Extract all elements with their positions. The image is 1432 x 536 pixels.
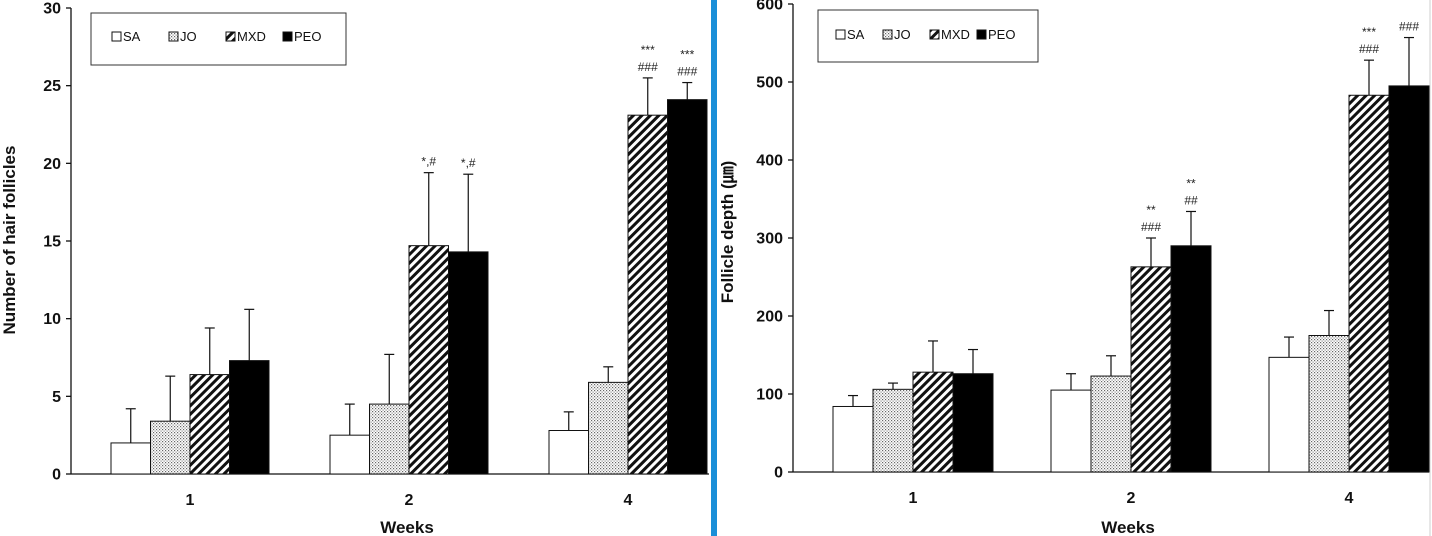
significance-label: *,# [421,155,436,169]
bar-jo [1308,335,1350,473]
legend-swatch-peo [976,29,987,40]
bar-jo [588,381,629,475]
y-tick-label: 20 [43,156,61,173]
legend-label: MXD [237,29,266,44]
chart-hair-follicle-count: Number of hair follicles Weeks SA JO MXD PE… [0,1,709,536]
significance-label: *** [680,48,694,62]
chart-follicle-depth: Follicle depth (㎛) Weeks SA JO MXD PEO 0 100… [718,0,1430,536]
significance-label: ### [677,65,697,79]
y-tick-label: 10 [43,311,61,328]
significance-label: *** [641,43,655,57]
bar-peo [1388,85,1430,473]
bar-sa [548,430,589,475]
y-tick-label: 0 [52,467,61,484]
legend-label: JO [180,29,197,44]
y-tick-label: 5 [52,389,61,406]
legend-swatch-peo [282,31,293,42]
bar-jo [1090,375,1132,473]
bar-sa [1268,356,1310,473]
bar-jo [369,403,410,475]
bar-sa [1050,389,1092,473]
y-tick-label: 300 [756,231,783,248]
x-tick-label: 4 [624,492,633,509]
bar-mxd [1348,94,1390,473]
legend-label: PEO [988,27,1015,42]
legend-label: MXD [941,27,970,42]
y-tick-label: 15 [43,234,61,251]
bar-mxd [912,371,954,473]
x-axis-label: Weeks [1101,518,1155,536]
x-tick-label: 2 [1127,490,1136,507]
bar-sa [110,442,151,475]
significance-label: ### [638,60,658,74]
significance-label: ** [1186,176,1196,190]
y-axis-label: Follicle depth (㎛) [718,161,738,304]
x-axis-label: Weeks [380,518,434,536]
legend-box [90,12,347,66]
legend-label: SA [123,29,141,44]
x-tick-label: 1 [186,492,195,509]
legend-swatch-mxd [929,29,940,40]
bar-mxd [627,114,668,475]
legend-swatch-jo [882,29,893,40]
significance-label: *** [1362,25,1376,39]
y-axis-label: Number of hair follicles [0,146,19,335]
significance-label: ### [1141,220,1161,234]
x-tick-label: 1 [909,490,918,507]
legend-swatch-sa [835,29,846,40]
panel-divider [711,0,717,536]
legend: SA JO MXD PEO [817,9,1039,63]
legend-swatch-sa [111,31,122,42]
y-tick-label: 600 [756,0,783,14]
legend-label: SA [847,27,865,42]
bar-jo [872,388,914,473]
bar-peo [448,251,489,475]
y-tick-label: 400 [756,153,783,170]
legend-label: PEO [294,29,321,44]
significance-label: *,# [461,156,476,170]
significance-label: ## [1184,193,1198,207]
significance-label: ### [1359,42,1379,56]
bar-sa [832,405,874,473]
y-tick-label: 25 [43,78,61,95]
bar-mxd [408,245,449,475]
bar-peo [229,360,270,475]
y-tick-label: 500 [756,75,783,92]
y-tick-label: 30 [43,1,61,18]
significance-label: ** [1146,203,1156,217]
bar-sa [329,434,370,475]
x-tick-label: 2 [405,492,414,509]
significance-label: ### [1399,20,1419,34]
bar-peo [667,99,708,475]
y-tick-label: 0 [774,465,783,482]
bar-peo [1170,245,1212,473]
bar-mxd [1130,266,1172,473]
x-tick-label: 4 [1345,490,1354,507]
bar-jo [150,420,191,475]
y-tick-label: 200 [756,309,783,326]
bar-peo [952,373,994,473]
bar-mxd [189,374,230,475]
legend-box [817,9,1039,63]
y-tick-label: 100 [756,387,783,404]
legend: SA JO MXD PEO [90,12,347,66]
legend-swatch-mxd [225,31,236,42]
legend-swatch-jo [168,31,179,42]
legend-label: JO [894,27,911,42]
